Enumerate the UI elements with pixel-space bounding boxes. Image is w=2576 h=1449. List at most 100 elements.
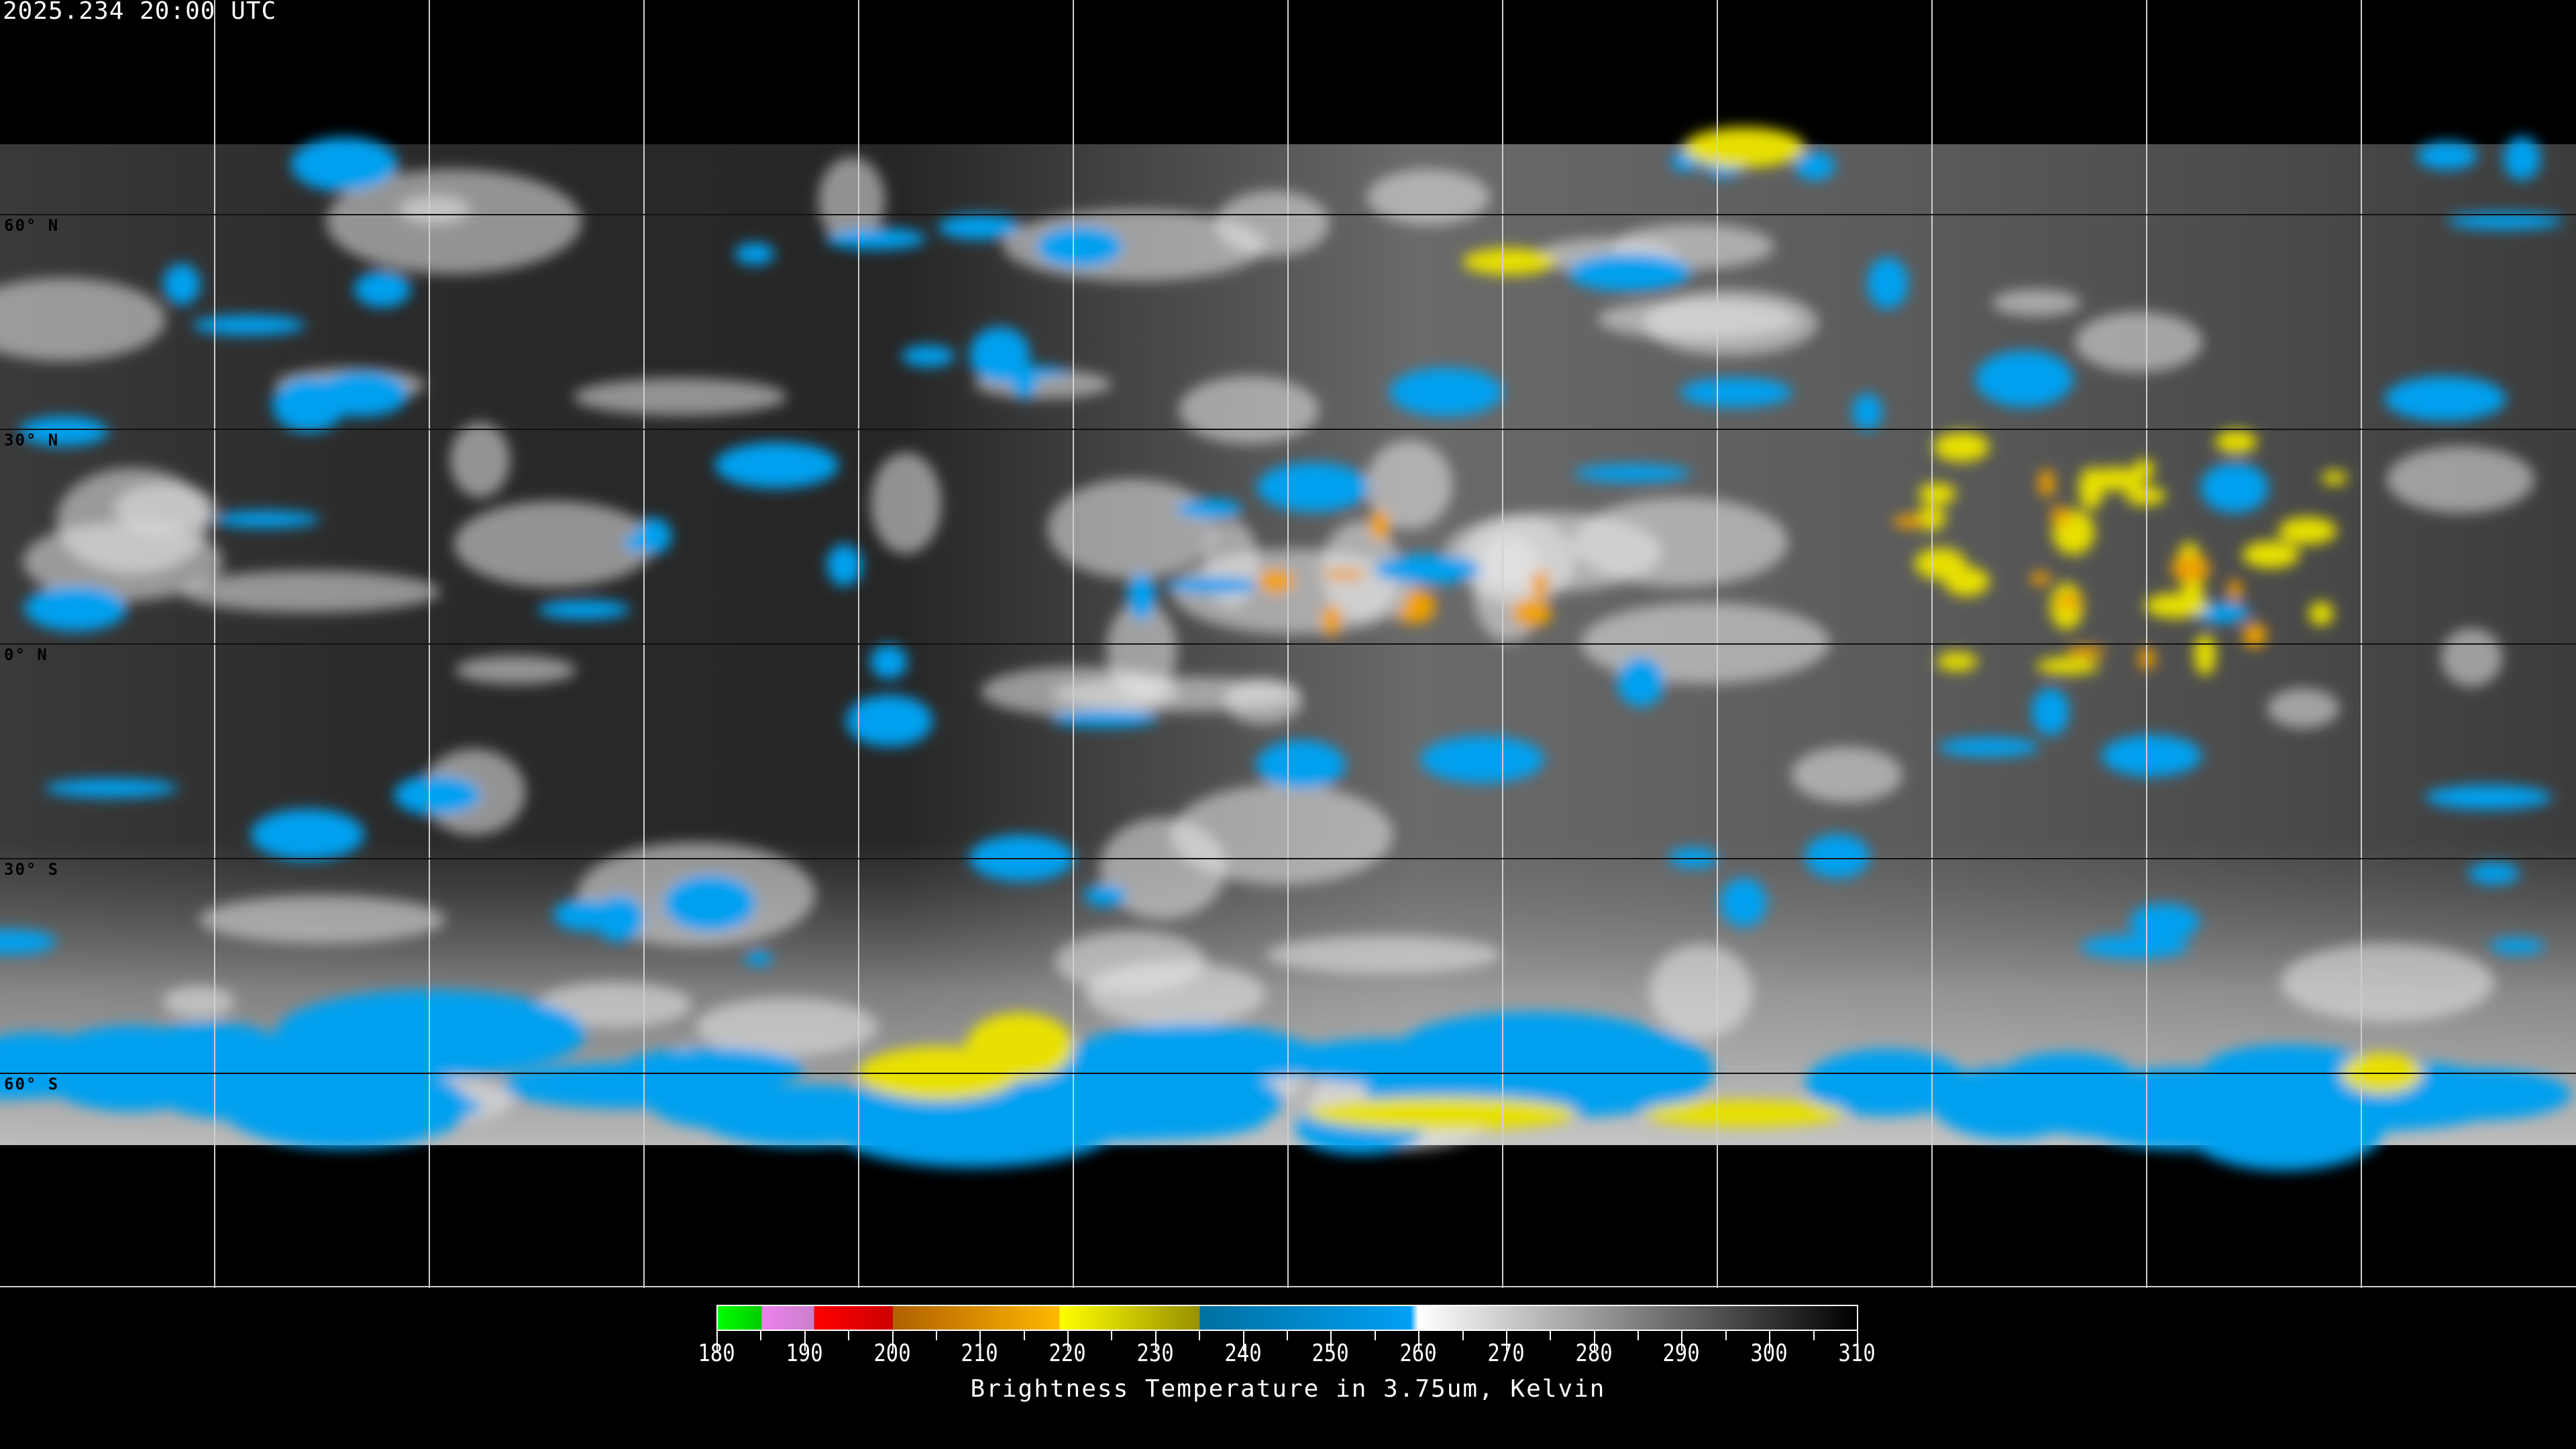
colorbar-tick — [1242, 1331, 1244, 1351]
cloud-white — [695, 998, 878, 1057]
cloud-white — [1051, 676, 1299, 712]
cloud-white — [2440, 628, 2503, 687]
colorbar-tick-label: 190 — [786, 1340, 823, 1367]
colorbar-tick — [935, 1331, 937, 1340]
colorbar-tick — [1505, 1331, 1507, 1351]
cloud-cold-blue — [938, 215, 1021, 239]
cloud-coldest-orange — [1531, 570, 1550, 599]
cloud-white — [1179, 376, 1319, 444]
cloud-cold-blue — [662, 873, 758, 933]
cloud-cold-blue — [171, 1060, 380, 1106]
cloud-cold-blue — [2080, 935, 2190, 959]
colorbar-tick — [1593, 1331, 1595, 1351]
colorbar-tick — [760, 1331, 762, 1340]
colorbar-tick — [1111, 1331, 1113, 1340]
cloud-cold-blue — [1573, 464, 1691, 482]
colorbar-tick — [1330, 1331, 1332, 1351]
cloud-white — [199, 895, 445, 944]
colorbar-tick-label: 310 — [1838, 1340, 1876, 1367]
cloud-coldest-orange — [1893, 515, 1926, 529]
cloud-cold-blue — [2384, 376, 2506, 421]
cloud-cold-blue — [537, 600, 631, 619]
cloud-cold-blue — [1805, 834, 1870, 879]
cloud-very-cold-yellow — [2144, 593, 2208, 619]
cloud-cold-blue — [553, 898, 619, 931]
cloud-cold-blue — [902, 345, 955, 367]
colorbar-tick — [892, 1331, 894, 1351]
cloud-cold-blue — [211, 511, 321, 528]
cloud-white — [2267, 688, 2340, 729]
cloud-very-cold-yellow — [2308, 601, 2334, 626]
cloud-coldest-orange — [2038, 469, 2055, 498]
cloud-coldest-orange — [1320, 604, 1342, 637]
cloud-very-cold-yellow — [2321, 470, 2348, 485]
cloud-cold-blue — [1668, 847, 1719, 868]
colorbar-tick — [716, 1331, 718, 1351]
cloud-white — [1992, 289, 2082, 317]
colorbar-tick-label: 260 — [1399, 1340, 1437, 1367]
cloud-cold-blue — [826, 544, 863, 586]
cloud-cold-blue — [1164, 576, 1265, 595]
colorbar-tick — [1155, 1331, 1157, 1351]
lat-label-30s: 30° S — [4, 860, 60, 879]
cloud-cold-blue — [1805, 1049, 1968, 1116]
cloud-cold-blue — [2468, 863, 2520, 885]
colorbar — [716, 1305, 1858, 1331]
cloud-cold-blue — [19, 417, 109, 446]
cloud-cold-blue — [2197, 1064, 2392, 1138]
cloud-cold-blue — [394, 774, 482, 816]
cloud-cold-blue — [193, 315, 306, 335]
cloud-coldest-orange — [2050, 506, 2070, 525]
cloud-coldest-orange — [2171, 555, 2210, 582]
cloud-white — [1791, 747, 1902, 803]
cloud-white — [449, 422, 511, 498]
cloud-cold-blue — [1567, 253, 1693, 292]
cloud-cold-blue — [980, 365, 1071, 380]
colorbar-ticks: 180 190 200 210 220 230 240 250 260 270 280 290 300 3… — [698, 1331, 1876, 1411]
colorbar-tick — [1725, 1331, 1727, 1340]
cloud-cold-blue — [44, 778, 178, 798]
cloud-white — [1581, 602, 1830, 684]
cloud-cold-blue — [1867, 257, 1909, 309]
cloud-white — [1170, 784, 1393, 885]
cloud-very-cold-yellow — [966, 1013, 1073, 1080]
cloud-cold-blue — [2424, 785, 2552, 810]
colorbar-tick — [1681, 1331, 1683, 1351]
cloud-cold-blue — [2447, 213, 2563, 229]
cloud-cold-blue — [1127, 571, 1156, 622]
cloud-white — [574, 378, 787, 416]
cloud-cold-blue — [1794, 152, 1835, 180]
cloud-cold-blue — [1175, 498, 1243, 520]
cloud-white — [1597, 299, 1797, 339]
cloud-coldest-orange — [1511, 598, 1552, 628]
cloud-cold-blue — [870, 644, 908, 680]
cloud-cold-blue — [846, 694, 933, 747]
cloud-white — [1266, 935, 1501, 974]
cloud-cold-blue — [2031, 688, 2070, 736]
cloud-cold-blue — [1083, 884, 1129, 907]
cloud-very-cold-yellow — [2214, 430, 2257, 453]
cloud-cold-blue — [1256, 740, 1346, 790]
colorbar-tick-label: 270 — [1487, 1340, 1525, 1367]
cloud-white — [1572, 497, 1788, 587]
cloud-very-cold-yellow — [2242, 541, 2300, 569]
cloud-very-cold-yellow — [1308, 1097, 1576, 1130]
cloud-cold-blue — [2101, 735, 2202, 777]
cloud-cold-blue — [0, 929, 57, 955]
cloud-cold-blue — [1475, 1036, 1695, 1117]
cloud-coldest-orange — [2055, 594, 2083, 609]
cloud-cold-blue — [2383, 1068, 2571, 1120]
cloud-white — [1085, 961, 1266, 1026]
cloud-cold-blue — [1720, 877, 1768, 927]
cloud-cold-blue — [1049, 1034, 1346, 1082]
colorbar-tick-label: 210 — [961, 1340, 998, 1367]
colorbar-tick-label: 180 — [698, 1340, 735, 1367]
colorbar-tick — [1418, 1331, 1420, 1351]
cloud-cold-blue — [24, 585, 127, 631]
cloud-cold-blue — [695, 1084, 914, 1146]
cloud-cold-blue — [2129, 904, 2200, 941]
cloud-very-cold-yellow — [1914, 547, 1967, 580]
cloud-white — [2075, 311, 2203, 372]
satellite-map — [0, 0, 2576, 1288]
cloud-cold-blue — [250, 809, 365, 861]
